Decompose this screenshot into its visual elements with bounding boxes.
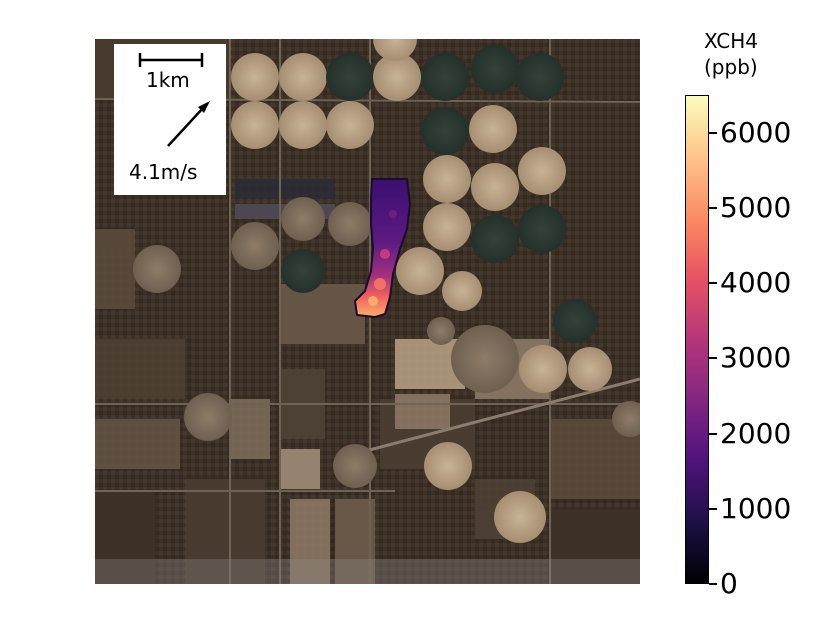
colorbar-tick-label: 0 xyxy=(720,567,738,600)
colorbar-tick-label: 6000 xyxy=(720,115,792,149)
satellite-map xyxy=(95,39,640,584)
scale-bar-label: 1km xyxy=(146,68,190,92)
colorbar-tick xyxy=(709,507,717,510)
roads xyxy=(95,39,640,584)
colorbar-tick xyxy=(709,583,717,585)
colorbar-tick-label: 1000 xyxy=(720,491,792,525)
colorbar-tick xyxy=(709,357,717,360)
colorbar-tick xyxy=(709,206,717,209)
colorbar-tick xyxy=(709,432,717,435)
colorbar-tick-label: 2000 xyxy=(720,416,792,450)
colorbar-title-line2: (ppb) xyxy=(704,55,758,79)
colorbar-title-line1: XCH4 xyxy=(704,29,758,53)
colorbar-tick-label: 3000 xyxy=(720,341,792,375)
colorbar-tick xyxy=(709,131,717,134)
methane-plume xyxy=(353,178,412,319)
wind-speed-label: 4.1m/s xyxy=(129,160,198,184)
colorbar-tick-label: 4000 xyxy=(720,266,792,300)
colorbar-tick xyxy=(709,282,717,285)
colorbar-title: XCH4 (ppb) xyxy=(704,28,784,80)
center-pivot-fields xyxy=(133,39,640,543)
colorbar xyxy=(685,95,709,584)
colorbar-tick-label: 5000 xyxy=(720,190,792,224)
